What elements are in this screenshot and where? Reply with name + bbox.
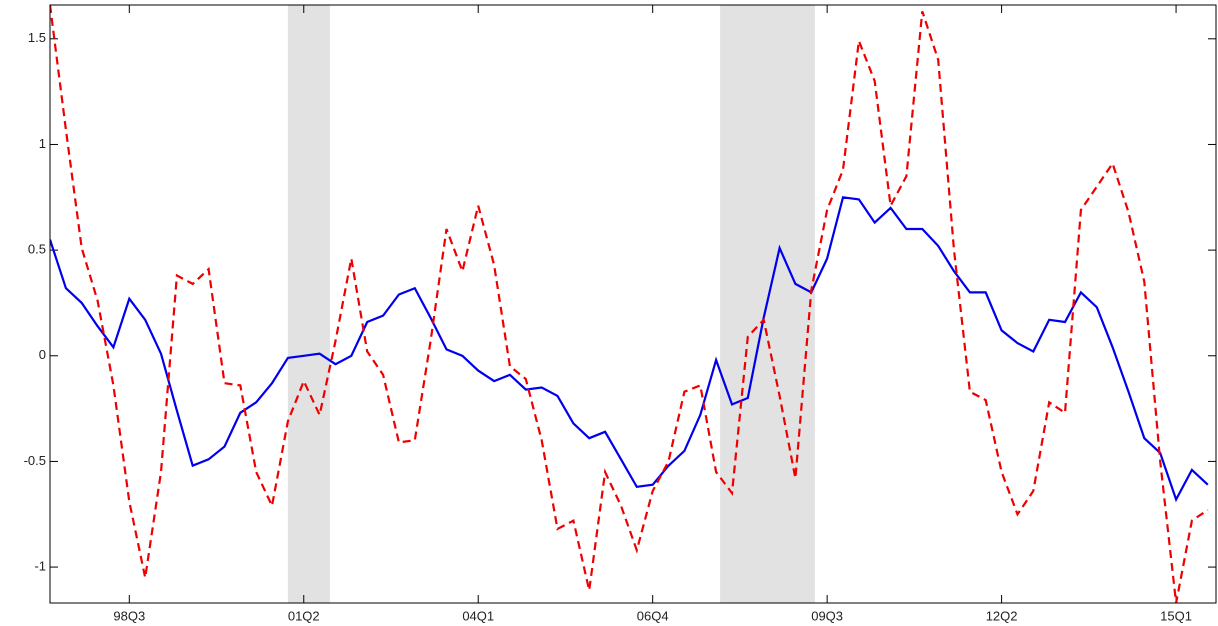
y-tick-label: 0 [39, 347, 46, 362]
plot-frame [49, 4, 1217, 604]
x-tick-label: 06Q4 [637, 608, 669, 623]
y-tick-label: -0.5 [24, 453, 46, 468]
x-tick-label: 98Q3 [113, 608, 145, 623]
x-tick-label: 12Q2 [986, 608, 1018, 623]
y-tick-label: 1 [39, 136, 46, 151]
x-tick-label: 09Q3 [811, 608, 843, 623]
y-tick-label: -1 [34, 559, 46, 574]
x-tick-label: 15Q1 [1160, 608, 1192, 623]
y-tick-label: 0.5 [28, 242, 46, 257]
x-tick-label: 01Q2 [288, 608, 320, 623]
recession-band [287, 5, 330, 603]
y-tick-label: 1.5 [28, 30, 46, 45]
series-line [50, 196, 1209, 503]
series-line [50, 5, 1209, 603]
x-tick-label: 04Q1 [462, 608, 494, 623]
